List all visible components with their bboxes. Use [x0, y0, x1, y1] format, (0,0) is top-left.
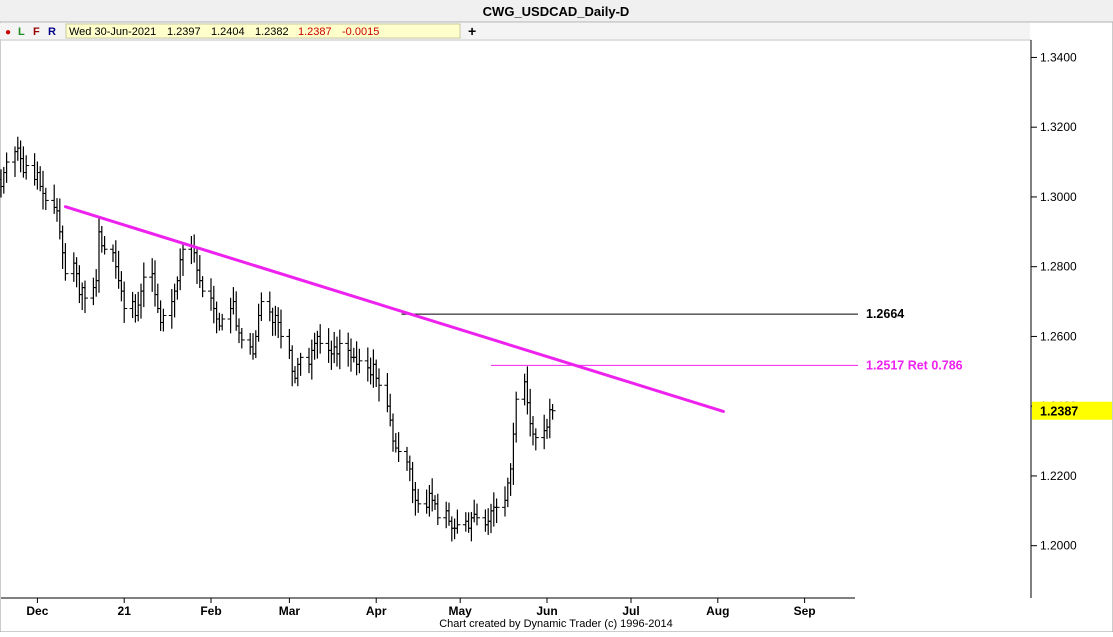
- x-tick-label: Apr: [366, 604, 387, 618]
- x-tick-label: Jun: [536, 604, 557, 618]
- resistance-level-label: 1.2664: [866, 307, 904, 321]
- y-tick-label: 1.3200: [1040, 120, 1077, 134]
- footer-credit: Chart created by Dynamic Trader (c) 1996…: [439, 618, 673, 630]
- quote-readout: [65, 23, 461, 39]
- y-tick-label: 1.3400: [1040, 50, 1077, 64]
- quote-date: Wed 30-Jun-2021: [69, 26, 156, 38]
- x-tick-label: Sep: [794, 604, 816, 618]
- last-price-label: 1.2387: [1040, 405, 1078, 419]
- f-button[interactable]: F: [33, 26, 40, 38]
- y-tick-label: 1.2000: [1040, 539, 1077, 553]
- y-tick-label: 1.3000: [1040, 190, 1077, 204]
- chart-overlays: 1.2664 1.2517 Ret 0.786 1.2387: [63, 205, 1112, 420]
- x-tick-label: Aug: [706, 604, 729, 618]
- x-tick-label: 21: [118, 604, 132, 618]
- status-dot-icon: ●: [5, 27, 11, 38]
- x-axis: Dec 21 Feb Mar Apr May Jun Jul Aug Sep: [26, 598, 816, 618]
- x-tick-label: Jul: [622, 604, 639, 618]
- l-button[interactable]: L: [18, 26, 25, 38]
- y-tick-label: 1.2200: [1040, 469, 1077, 483]
- x-tick-label: May: [449, 604, 473, 618]
- x-tick-label: Dec: [26, 604, 48, 618]
- window-title: CWG_USDCAD_Daily-D: [483, 4, 630, 19]
- x-tick-label: Feb: [200, 604, 221, 618]
- quote-low: 1.2382: [255, 26, 289, 38]
- quote-close: 1.2387: [298, 26, 332, 38]
- x-tick-label: Mar: [279, 604, 301, 618]
- quote-open: 1.2397: [167, 26, 201, 38]
- retracement-level-label: 1.2517 Ret 0.786: [866, 358, 963, 372]
- trendline[interactable]: [63, 205, 725, 413]
- y-tick-label: 1.2600: [1040, 329, 1077, 343]
- quote-high: 1.2404: [211, 26, 245, 38]
- quote-change: -0.0015: [342, 26, 379, 38]
- title-bar: [0, 0, 1113, 22]
- last-price-marker: [1032, 401, 1112, 420]
- crosshair-icon[interactable]: +: [468, 23, 476, 39]
- y-tick-label: 1.2800: [1040, 260, 1077, 274]
- r-button[interactable]: R: [48, 26, 56, 38]
- price-bars: [0, 136, 556, 542]
